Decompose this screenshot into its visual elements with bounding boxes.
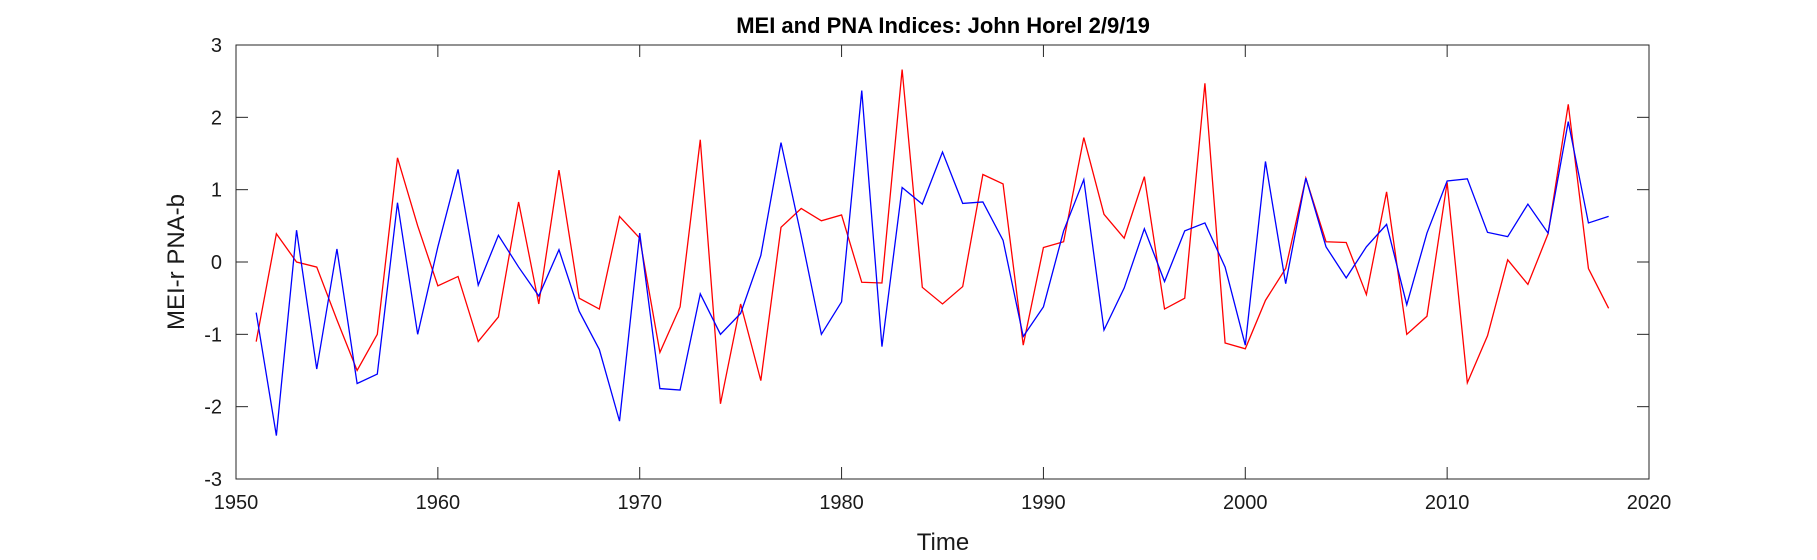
x-tick-label: 1990	[1021, 492, 1066, 514]
y-tick-label: -2	[204, 397, 222, 419]
y-axis-label: MEI-r PNA-b	[163, 194, 190, 330]
plot-area	[235, 44, 1650, 480]
series-lines	[255, 69, 1610, 436]
y-tick-label: 1	[211, 180, 222, 202]
chart-title: MEI and PNA Indices: John Horel 2/9/19	[736, 13, 1150, 38]
x-axis-label: Time	[917, 529, 969, 556]
x-tick-label: 1980	[819, 492, 864, 514]
series-line-2	[255, 90, 1609, 436]
x-tick-label: 1950	[214, 492, 259, 514]
y-tick-label: 2	[211, 107, 222, 129]
x-tick-label: 2020	[1627, 492, 1672, 514]
series-line-1	[255, 69, 1610, 404]
y-tick-label: 0	[211, 252, 222, 274]
y-tick-label: -1	[204, 324, 222, 346]
x-tick-label: 2000	[1223, 492, 1268, 514]
x-tick-labels: 1950 1960 1970 1980 1990 2000 2010 2020	[214, 492, 1672, 514]
y-tick-label: -3	[204, 469, 222, 491]
x-tick-label: 2010	[1425, 492, 1470, 514]
x-tick-label: 1960	[416, 492, 461, 514]
y-tick-label: 3	[211, 35, 222, 57]
tick-marks	[235, 44, 1650, 480]
x-tick-label: 1970	[617, 492, 662, 514]
y-tick-labels: -3 -2 -1 0 1 2 3	[204, 35, 222, 491]
